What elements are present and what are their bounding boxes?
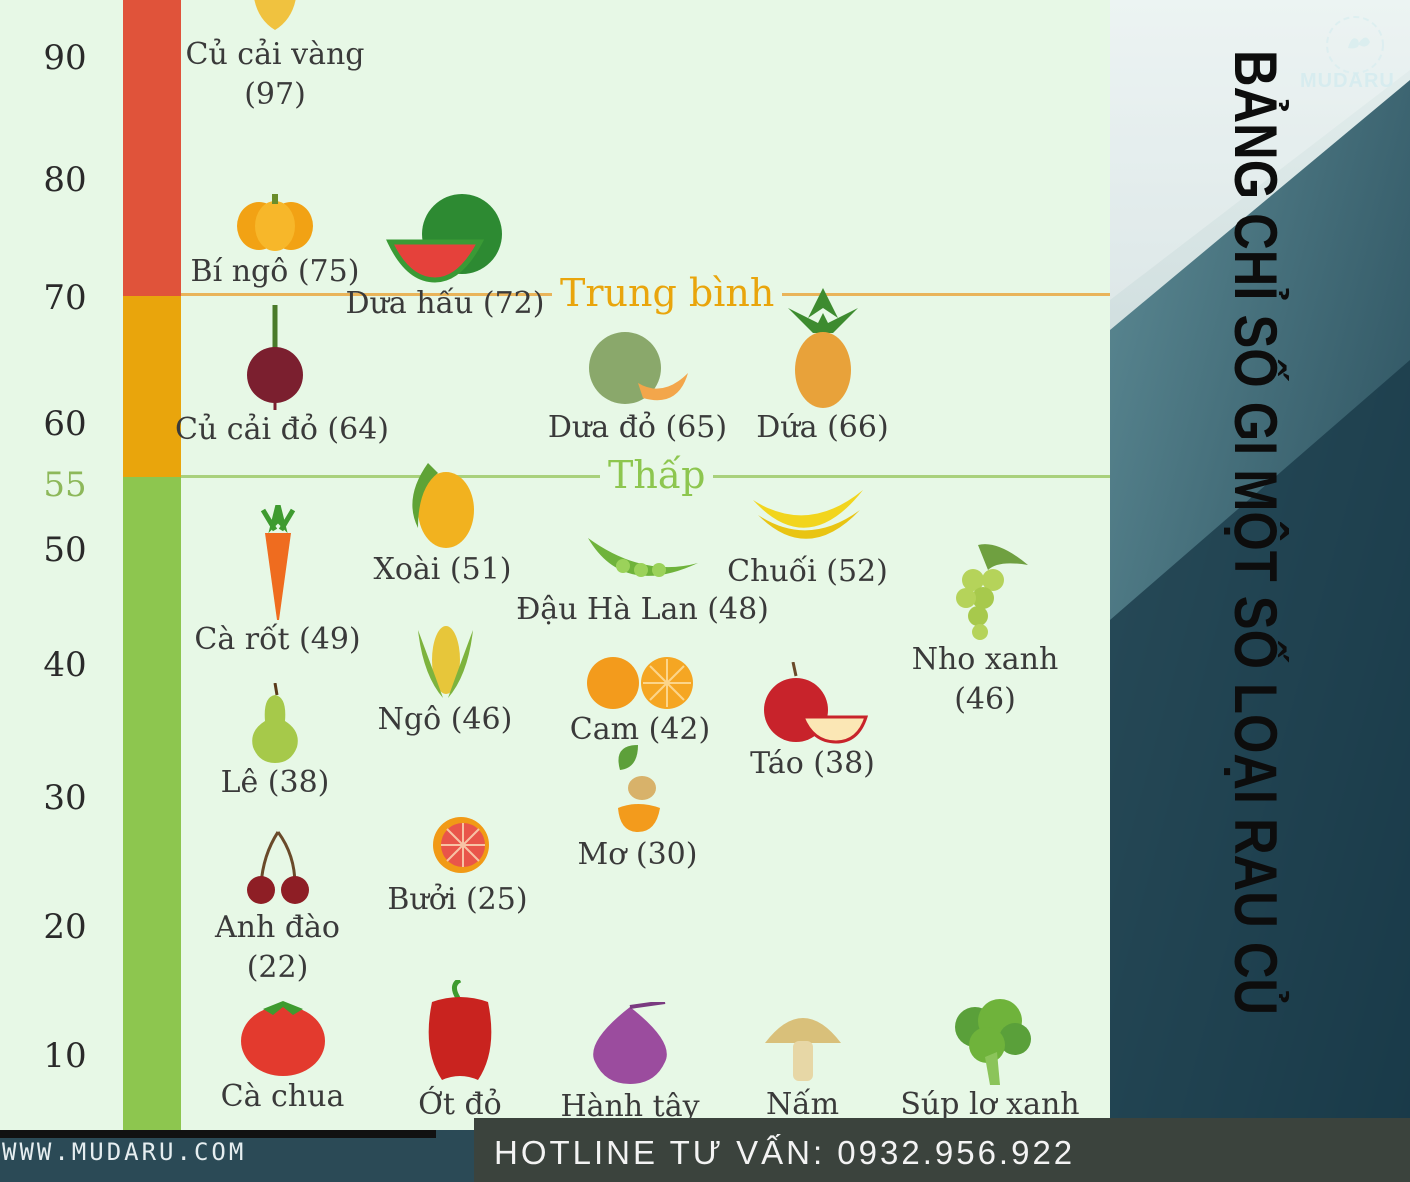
mushroom-icon [764,1018,841,1081]
peas-icon [587,538,698,577]
item-label: Nho xanh (46) [911,642,1059,717]
y-tick: 80 [43,160,87,200]
y-tick: 90 [43,38,87,78]
onion-icon [593,1002,667,1084]
mango-icon [411,463,474,548]
chart-item: Dưa hấu (72) [345,192,545,324]
footer-left [0,1130,474,1182]
chart-item: Cà chua [210,995,355,1117]
beet-icon [247,305,303,410]
item-label: Bí ngô (75) [190,254,360,289]
y-tick: 40 [43,645,87,685]
grapefruit-icon [432,817,489,873]
tomato-icon [240,1001,325,1076]
item-label: Cà rốt (49) [194,622,361,657]
banana-icon [752,490,863,539]
brand-logo [1326,16,1384,74]
item-label: Dưa hấu (72) [345,286,545,321]
item-label: Củ cải vàng (97) [185,37,365,112]
chart-item: Dứa (66) [745,288,900,448]
item-label: Anh đào (22) [215,910,340,985]
item-label: Cà chua [220,1079,345,1114]
apple-icon [763,662,868,744]
item-label: Nấm [765,1087,840,1122]
grapes-icon [955,544,1028,640]
item-label: Bưởi (25) [387,882,528,917]
chart-item: Ớt đỏ [395,980,525,1125]
chart-item: Chuối (52) [720,480,895,592]
chart-item: Nho xanh (46) [905,540,1065,720]
broccoli-icon [955,999,1031,1085]
title-text: BẢNG CHỈ SỐ GI MỘT SỐ LOẠI RAU CỦ [1222,50,1289,1015]
footer-right [474,1118,1410,1182]
chart-item: Anh đào (22) [205,830,350,988]
pear-icon [252,683,298,763]
chart-item: Nấm [740,1003,865,1125]
item-label: Cam (42) [569,712,711,747]
chart-item: Xoài (51) [365,458,520,590]
gi-chart: 90 80 70 60 55 50 40 30 20 10 Trung bình… [0,0,1110,1130]
brand-name: MUDARU [1300,70,1395,92]
y-tick: 55 [43,465,87,505]
chart-item: Đậu Hà Lan (48) [515,528,770,630]
turnip-icon [254,0,296,30]
chart-item: Lê (38) [205,683,345,803]
carrot-icon [260,505,295,620]
item-label: Táo (38) [750,746,875,781]
item-label: Ngô (46) [377,702,513,737]
y-tick: 20 [43,907,87,947]
threshold-label-medium: Trung bình [552,274,783,312]
item-label: Chuối (52) [727,554,888,589]
watermelon-icon [386,194,502,283]
apricot-icon [617,745,660,832]
chart-item: Mơ (30) [565,740,710,875]
chart-item: Cam (42) [560,655,720,750]
band-medium [123,296,181,477]
y-tick: 10 [43,1036,87,1076]
chart-item: Củ cải đỏ (64) [175,305,390,450]
band-high [123,0,181,296]
y-tick: 50 [43,530,87,570]
y-tick: 70 [43,278,87,318]
item-label: Súp lơ xanh [900,1087,1080,1122]
website-link[interactable]: WWW.MUDARU.COM [2,1138,247,1166]
chart-item: Cà rốt (49) [190,505,365,660]
chart-item: Dưa đỏ (65) [540,328,735,448]
cherry-icon [246,831,309,904]
corn-icon [417,626,473,698]
y-tick: 60 [43,404,87,444]
hotline-text[interactable]: HOTLINE TƯ VẤN: 0932.956.922 [494,1134,1076,1171]
red-pepper-icon [428,980,492,1080]
threshold-label-low: Thấp [600,456,714,494]
chart-item: Củ cải vàng (97) [175,0,375,115]
chart-item: Hành tây [555,1002,705,1127]
item-label: Mơ (30) [577,837,698,872]
item-label: Lê (38) [220,765,330,800]
pumpkin-icon [237,194,313,251]
item-label: Dứa (66) [756,410,889,445]
band-low [123,477,181,1130]
item-label: Đậu Hà Lan (48) [516,592,769,627]
chart-item: Bưởi (25) [380,815,535,920]
melon-icon [588,332,688,404]
chart-item: Bí ngô (75) [185,192,365,292]
chart-item: Ngô (46) [370,620,520,740]
chart-item: Súp lơ xanh [895,997,1085,1125]
pineapple-icon [787,288,858,408]
item-label: Củ cải đỏ (64) [175,412,390,447]
item-label: Xoài (51) [373,552,512,587]
item-label: Dưa đỏ (65) [547,410,728,445]
item-label: Ớt đỏ [418,1087,502,1122]
y-tick: 30 [43,778,87,818]
orange-icon [586,657,693,709]
page-title: BẢNG CHỈ SỐ GI MỘT SỐ LOẠI RAU CỦ [1222,50,1289,1015]
chart-item: Táo (38) [740,662,885,784]
